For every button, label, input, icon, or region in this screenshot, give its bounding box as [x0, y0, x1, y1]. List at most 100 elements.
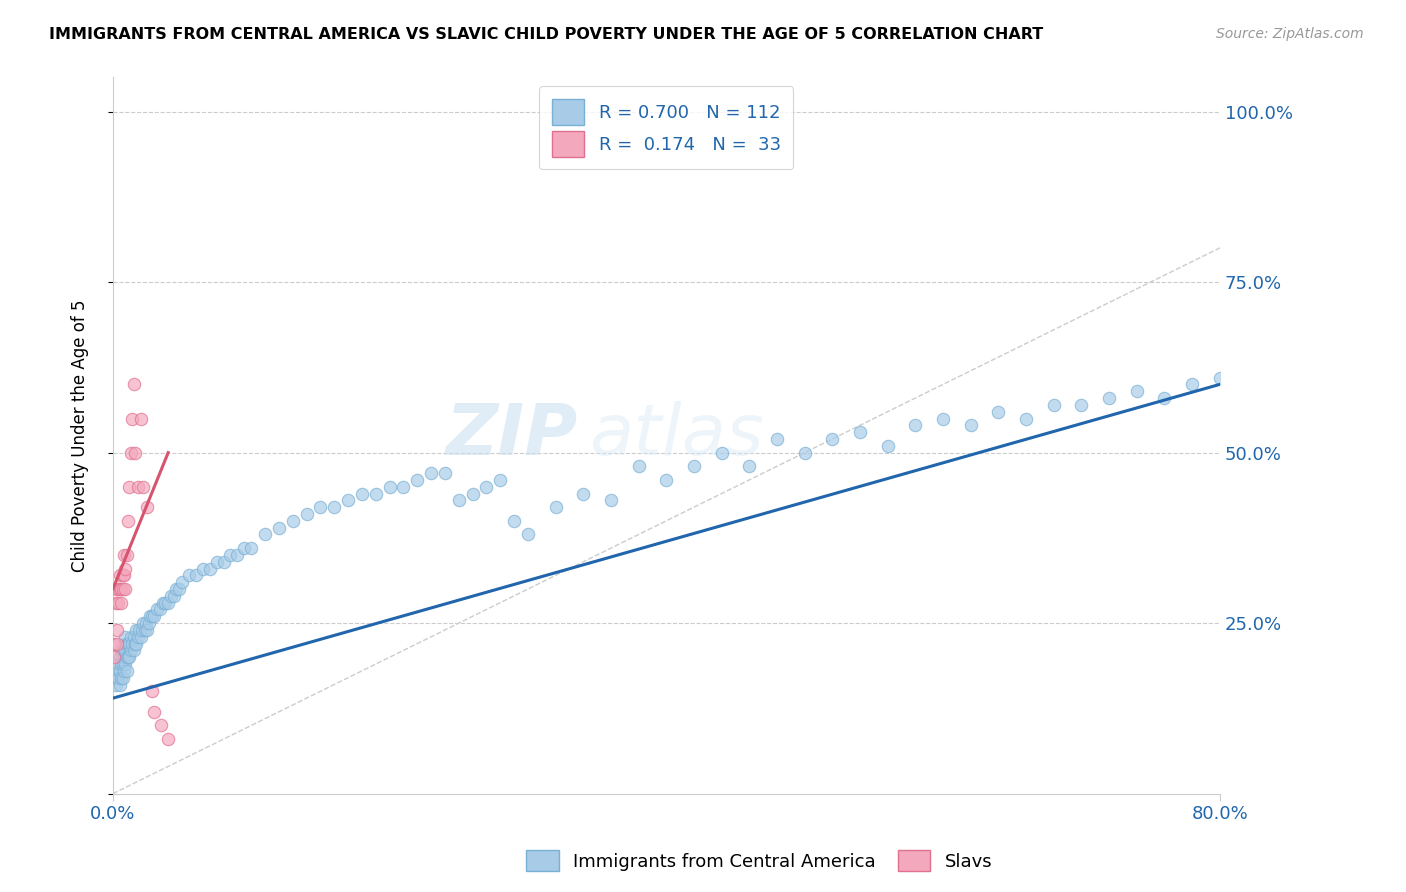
Point [461, 486, 484, 500]
Point [131, 623, 153, 637]
Point [110, 596, 132, 610]
Point [141, 684, 163, 698]
Point [129, 630, 152, 644]
Point [987, 405, 1010, 419]
Point [738, 459, 761, 474]
Point [118, 637, 141, 651]
Point [110, 671, 132, 685]
Point [337, 493, 360, 508]
Point [1070, 398, 1092, 412]
Point [191, 561, 214, 575]
Point [122, 630, 145, 644]
Point [447, 493, 470, 508]
Point [149, 602, 172, 616]
Text: Source: ZipAtlas.com: Source: ZipAtlas.com [1216, 27, 1364, 41]
Point [127, 630, 149, 644]
Point [112, 664, 135, 678]
Point [132, 616, 155, 631]
Point [103, 637, 125, 651]
Point [105, 623, 128, 637]
Point [157, 732, 180, 747]
Point [572, 486, 595, 500]
Point [110, 582, 132, 596]
Point [849, 425, 872, 439]
Point [475, 480, 498, 494]
Point [104, 677, 127, 691]
Point [150, 718, 173, 732]
Point [117, 650, 139, 665]
Point [125, 623, 148, 637]
Point [160, 589, 183, 603]
Point [111, 671, 134, 685]
Point [155, 596, 177, 610]
Point [105, 671, 128, 685]
Point [219, 548, 242, 562]
Point [177, 568, 200, 582]
Point [134, 623, 156, 637]
Point [392, 480, 415, 494]
Point [600, 493, 623, 508]
Point [121, 637, 143, 651]
Point [117, 514, 139, 528]
Point [198, 561, 221, 575]
Point [111, 568, 134, 582]
Point [350, 486, 373, 500]
Point [1209, 370, 1232, 384]
Point [110, 643, 132, 657]
Point [108, 650, 131, 665]
Text: IMMIGRANTS FROM CENTRAL AMERICA VS SLAVIC CHILD POVERTY UNDER THE AGE OF 5 CORRE: IMMIGRANTS FROM CENTRAL AMERICA VS SLAVI… [49, 27, 1043, 42]
Point [876, 439, 898, 453]
Point [212, 555, 235, 569]
Point [683, 459, 706, 474]
Point [108, 582, 131, 596]
Point [503, 514, 526, 528]
Point [120, 643, 142, 657]
Point [152, 596, 174, 610]
Point [766, 432, 789, 446]
Point [112, 568, 135, 582]
Point [406, 473, 429, 487]
Point [267, 521, 290, 535]
Point [146, 602, 169, 616]
Point [309, 500, 332, 515]
Point [904, 418, 927, 433]
Text: ZIP: ZIP [446, 401, 578, 470]
Point [489, 473, 512, 487]
Point [166, 582, 188, 596]
Point [111, 657, 134, 671]
Point [655, 473, 678, 487]
Point [516, 527, 538, 541]
Point [226, 548, 249, 562]
Point [157, 596, 180, 610]
Point [233, 541, 256, 555]
Point [1042, 398, 1064, 412]
Point [121, 411, 143, 425]
Point [104, 596, 127, 610]
Point [114, 561, 136, 575]
Point [167, 582, 190, 596]
Point [1153, 391, 1175, 405]
Point [959, 418, 981, 433]
Point [205, 555, 228, 569]
Legend: Immigrants from Central America, Slavs: Immigrants from Central America, Slavs [519, 843, 1000, 879]
Point [127, 480, 149, 494]
Point [143, 609, 166, 624]
Point [163, 589, 186, 603]
Point [114, 582, 136, 596]
Point [105, 664, 128, 678]
Point [115, 664, 138, 678]
Point [105, 637, 128, 651]
Point [135, 616, 157, 631]
Point [112, 637, 135, 651]
Point [1181, 377, 1204, 392]
Point [143, 705, 166, 719]
Legend: R = 0.700   N = 112, R =  0.174   N =  33: R = 0.700 N = 112, R = 0.174 N = 33 [538, 87, 793, 169]
Point [136, 500, 159, 515]
Point [107, 582, 129, 596]
Point [115, 548, 138, 562]
Y-axis label: Child Poverty Under the Age of 5: Child Poverty Under the Age of 5 [72, 300, 89, 572]
Point [184, 568, 207, 582]
Point [136, 623, 159, 637]
Point [125, 637, 148, 651]
Point [323, 500, 346, 515]
